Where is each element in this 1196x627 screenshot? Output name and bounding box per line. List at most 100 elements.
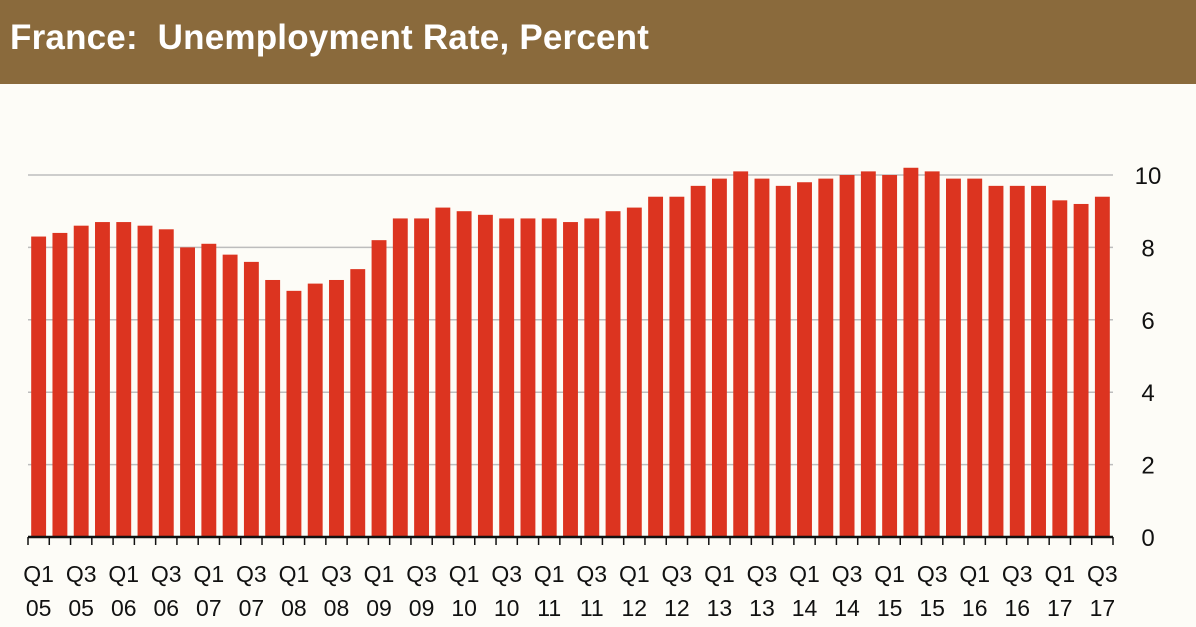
bar <box>924 171 940 537</box>
x-tick-label-year: 13 <box>749 595 775 621</box>
bar <box>775 185 791 538</box>
x-tick-label-quarter: Q1 <box>789 561 820 587</box>
x-tick-label-year: 06 <box>153 595 179 621</box>
bar <box>350 269 366 537</box>
y-tick-label: 8 <box>1141 235 1154 262</box>
x-tick-label-quarter: Q1 <box>279 561 310 587</box>
x-tick-label-year: 13 <box>707 595 733 621</box>
bar <box>818 178 834 537</box>
x-tick-label-quarter: Q1 <box>193 561 224 587</box>
bar <box>52 232 68 538</box>
bar <box>541 218 557 537</box>
chart-title: France: Unemployment Rate, Percent <box>10 18 650 57</box>
bar <box>1031 185 1046 538</box>
bar <box>946 178 961 537</box>
bar <box>158 229 174 538</box>
x-tick-label-quarter: Q1 <box>364 561 395 587</box>
x-tick-label-year: 05 <box>26 595 52 621</box>
bar <box>243 261 259 537</box>
bar <box>563 222 578 537</box>
bar <box>286 290 302 537</box>
x-tick-label-quarter: Q3 <box>236 561 267 587</box>
bar <box>73 225 89 537</box>
bar <box>967 178 983 537</box>
x-tick-label-quarter: Q3 <box>491 561 522 587</box>
bar <box>1073 203 1089 537</box>
bar <box>520 218 536 537</box>
title-bar: France: Unemployment Rate, Percent <box>0 0 1196 84</box>
bar <box>860 171 876 537</box>
x-tick-label-quarter: Q3 <box>1087 561 1118 587</box>
x-tick-label-quarter: Q3 <box>151 561 182 587</box>
x-tick-label-quarter: Q1 <box>534 561 565 587</box>
y-tick-label: 4 <box>1141 380 1154 407</box>
bar <box>499 218 515 537</box>
x-tick-label-quarter: Q3 <box>406 561 437 587</box>
x-tick-label-quarter: Q1 <box>874 561 905 587</box>
bar <box>1052 200 1068 537</box>
bar <box>754 178 770 537</box>
bar <box>690 185 706 538</box>
x-tick-label-year: 12 <box>622 595 648 621</box>
bar <box>605 211 621 537</box>
bar <box>116 222 132 537</box>
x-tick-label-year: 11 <box>580 595 604 621</box>
x-tick-label-year: 15 <box>877 595 903 621</box>
bars <box>31 167 1110 538</box>
bar <box>392 218 408 537</box>
x-tick-label-year: 10 <box>494 595 520 621</box>
bar <box>1094 196 1110 537</box>
x-tick-label-year: 16 <box>1004 595 1030 621</box>
bar <box>882 175 898 537</box>
x-tick-label-year: 07 <box>239 595 265 621</box>
bar <box>435 207 451 537</box>
x-tick-label-quarter: Q1 <box>108 561 139 587</box>
x-tick-label-year: 11 <box>537 595 561 621</box>
x-tick-label-year: 09 <box>409 595 435 621</box>
x-tick-label-quarter: Q3 <box>662 561 693 587</box>
bar <box>371 240 387 537</box>
x-tick-label-year: 12 <box>664 595 690 621</box>
bar <box>988 185 1004 538</box>
x-tick-label-quarter: Q3 <box>576 561 607 587</box>
axes <box>27 535 1114 545</box>
x-tick-label-quarter: Q3 <box>917 561 948 587</box>
bar <box>669 196 685 537</box>
y-tick-labels: 0 2 4 6 8 10 <box>1135 163 1162 552</box>
x-tick-label-year: 09 <box>366 595 392 621</box>
bar <box>648 196 664 537</box>
x-tick-label-quarter: Q1 <box>619 561 650 587</box>
x-tick-label-year: 08 <box>324 595 350 621</box>
bar <box>711 178 727 537</box>
bar <box>1009 185 1025 538</box>
y-tick-label: 6 <box>1141 308 1154 335</box>
y-tick-label: 0 <box>1141 525 1154 552</box>
bar <box>797 182 812 538</box>
bar <box>626 207 642 537</box>
x-tick-label-year: 08 <box>281 595 307 621</box>
x-tick-label-quarter: Q3 <box>832 561 863 587</box>
bar <box>456 211 472 537</box>
y-tick-label: 2 <box>1141 453 1154 480</box>
bar <box>733 171 749 537</box>
x-tick-label-year: 16 <box>962 595 988 621</box>
bar <box>414 218 430 537</box>
bar <box>307 283 323 537</box>
x-tick-label-quarter: Q1 <box>449 561 480 587</box>
x-tick-label-year: 06 <box>111 595 137 621</box>
x-tick-label-quarter: Q3 <box>321 561 352 587</box>
x-tick-label-quarter: Q1 <box>1044 561 1075 587</box>
x-tick-label-year: 17 <box>1047 595 1073 621</box>
bar <box>180 247 195 537</box>
bar <box>584 218 600 537</box>
bar <box>31 236 47 538</box>
bar <box>903 167 919 537</box>
x-tick-label-year: 07 <box>196 595 222 621</box>
x-tick-label-year: 17 <box>1090 595 1116 621</box>
bar <box>137 225 153 537</box>
x-tick-label-year: 14 <box>834 595 860 621</box>
x-tick-label-quarter: Q3 <box>66 561 97 587</box>
bar <box>477 214 493 537</box>
x-tick-label-quarter: Q1 <box>959 561 990 587</box>
